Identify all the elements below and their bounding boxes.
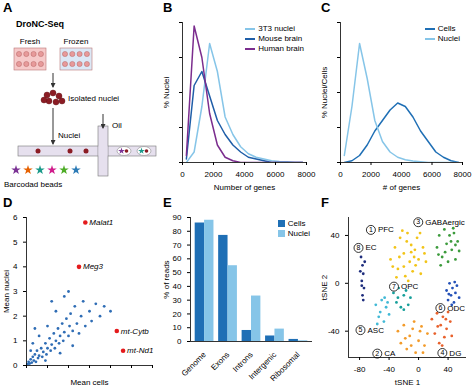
svg-text:60: 60 — [173, 254, 182, 263]
svg-text:4: 4 — [440, 349, 444, 356]
svg-text:4: 4 — [13, 262, 18, 271]
svg-text:mt-Nd1: mt-Nd1 — [127, 346, 153, 355]
html-text:Nuclei: Nuclei — [287, 229, 310, 238]
svg-text:80: 80 — [173, 227, 182, 236]
html-text:B: B — [163, 0, 173, 15]
svg-text:2: 2 — [375, 350, 379, 357]
svg-text:% of reads: % of reads — [162, 260, 171, 298]
svg-text:-40: -40 — [383, 365, 395, 374]
svg-text:Ribosomal: Ribosomal — [269, 350, 302, 383]
svg-text:4000: 4000 — [393, 170, 411, 179]
html-text:Cells: Cells — [437, 24, 456, 33]
svg-text:Barcodad beads: Barcodad beads — [4, 180, 62, 189]
svg-text:GABAergic: GABAergic — [425, 218, 465, 227]
svg-text:20: 20 — [173, 310, 182, 319]
html-text:A: A — [3, 0, 13, 15]
svg-text:% Nuclei/Cells: % Nuclei/Cells — [320, 67, 329, 119]
svg-text:tSNE 1: tSNE 1 — [395, 378, 421, 387]
svg-text:tSNE 2: tSNE 2 — [320, 274, 329, 300]
svg-text:5: 5 — [359, 326, 363, 333]
svg-text:CA: CA — [384, 349, 396, 358]
svg-text:PFC: PFC — [378, 225, 394, 234]
svg-text:0: 0 — [335, 279, 340, 288]
svg-text:8: 8 — [357, 244, 361, 251]
html-text:Human brain: Human brain — [258, 44, 304, 53]
svg-text:6000: 6000 — [267, 170, 285, 179]
svg-text:6000: 6000 — [423, 170, 441, 179]
svg-text:7: 7 — [392, 283, 396, 290]
html-text:E: E — [163, 195, 172, 210]
svg-text:Intergenic: Intergenic — [247, 350, 279, 382]
svg-text:0: 0 — [13, 361, 18, 370]
svg-text:Mean nuclei: Mean nuclei — [2, 270, 11, 313]
svg-text:90: 90 — [173, 213, 182, 222]
svg-text:40: 40 — [173, 282, 182, 291]
svg-text:Number of genes: Number of genes — [214, 183, 275, 192]
svg-text:0: 0 — [177, 337, 182, 346]
svg-text:8000: 8000 — [298, 170, 316, 179]
svg-text:2000: 2000 — [205, 170, 223, 179]
svg-text:3: 3 — [416, 218, 420, 225]
svg-text:4000: 4000 — [236, 170, 254, 179]
svg-text:40: 40 — [331, 231, 340, 240]
svg-text:1: 1 — [13, 336, 18, 345]
svg-text:Exons: Exons — [209, 350, 231, 372]
svg-text:2000: 2000 — [362, 170, 380, 179]
svg-text:ODC: ODC — [447, 304, 465, 313]
html-text:Mouse brain: Mouse brain — [258, 34, 303, 43]
svg-text:Fresh: Fresh — [20, 37, 40, 46]
svg-text:3: 3 — [13, 287, 18, 296]
svg-text:Genome: Genome — [180, 350, 208, 378]
html-text:D: D — [3, 195, 13, 210]
svg-text:8000: 8000 — [454, 170, 472, 179]
svg-text:5: 5 — [13, 238, 18, 247]
svg-text:mt-Cytb: mt-Cytb — [121, 327, 150, 336]
svg-text:1: 1 — [369, 226, 373, 233]
svg-text:-80: -80 — [354, 365, 366, 374]
html-text:F: F — [321, 195, 329, 210]
svg-text:Frozen: Frozen — [64, 37, 89, 46]
svg-text:6: 6 — [13, 213, 18, 222]
svg-text:0: 0 — [180, 170, 185, 179]
html-text:Nuclei: Nuclei — [437, 34, 460, 43]
svg-text:Malat1: Malat1 — [89, 218, 113, 227]
svg-text:ASC: ASC — [367, 326, 384, 335]
svg-text:30: 30 — [173, 296, 182, 305]
svg-text:2: 2 — [13, 312, 18, 321]
html-text:3T3 nuclei: 3T3 nuclei — [258, 24, 296, 33]
svg-text:0: 0 — [338, 170, 343, 179]
svg-text:6: 6 — [438, 304, 442, 311]
svg-text:Mean cells: Mean cells — [70, 378, 108, 387]
svg-text:Oil: Oil — [112, 121, 122, 130]
html-text:Cells: Cells — [287, 219, 306, 228]
svg-text:-40: -40 — [328, 327, 340, 336]
svg-text:10: 10 — [173, 323, 182, 332]
svg-text:70: 70 — [173, 241, 182, 250]
svg-text:# of genes: # of genes — [383, 183, 420, 192]
svg-text:OPC: OPC — [401, 282, 419, 291]
svg-text:Isolated nuclei: Isolated nuclei — [68, 94, 119, 103]
svg-text:Introns: Introns — [231, 350, 255, 374]
svg-text:50: 50 — [173, 268, 182, 277]
svg-text:EC: EC — [366, 243, 377, 252]
html-text:C: C — [321, 0, 331, 15]
svg-text:Nuclei: Nuclei — [58, 131, 80, 140]
svg-text:DroNC-Seq: DroNC-Seq — [16, 19, 64, 29]
svg-text:40: 40 — [444, 365, 453, 374]
svg-text:% Nuclei: % Nuclei — [162, 77, 171, 109]
svg-text:Meg3: Meg3 — [83, 262, 104, 271]
svg-text:DG: DG — [449, 349, 461, 358]
svg-text:0: 0 — [416, 365, 421, 374]
